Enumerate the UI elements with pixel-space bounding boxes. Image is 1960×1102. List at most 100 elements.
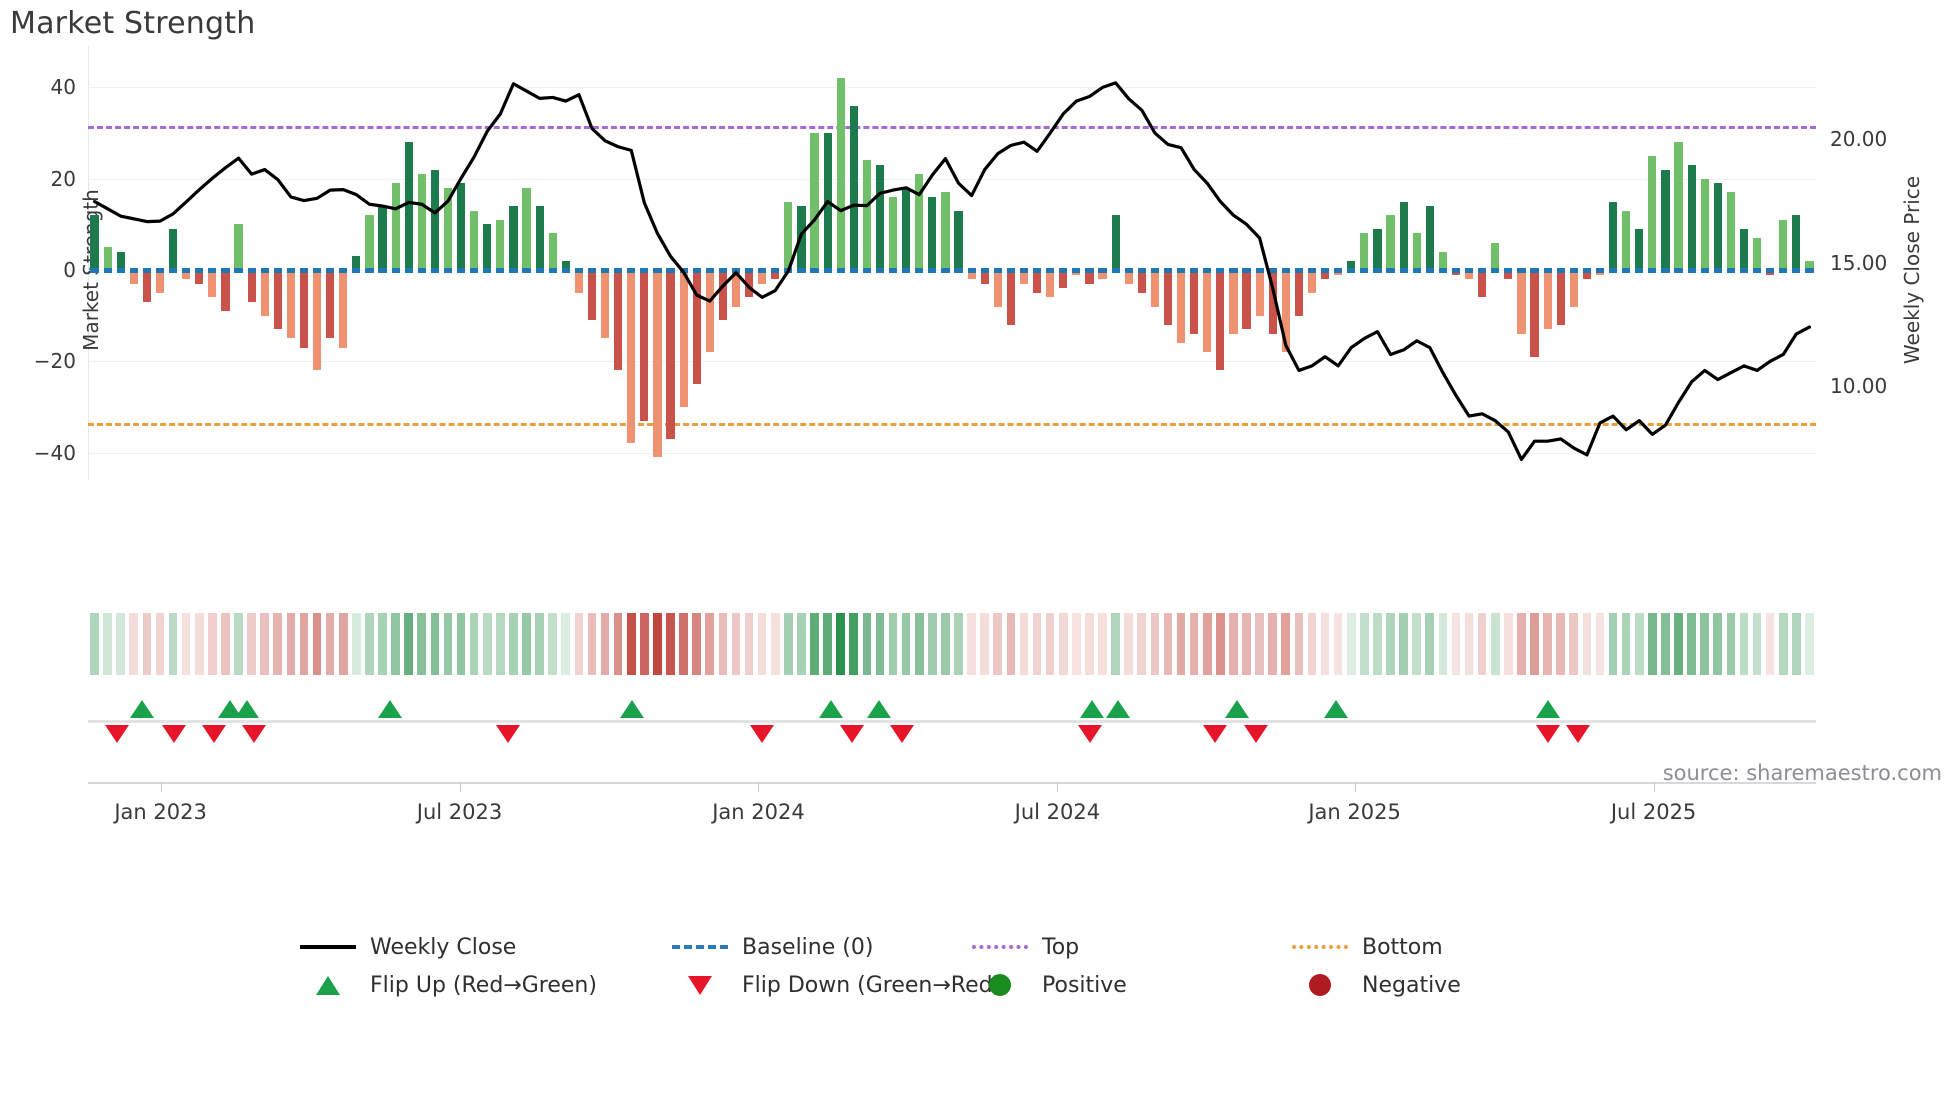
heatmap-cell	[613, 613, 623, 675]
bar	[849, 105, 858, 270]
heatmap-cell	[1621, 613, 1631, 675]
x-tick-mark	[1057, 782, 1059, 792]
flip-up-marker	[378, 700, 403, 718]
heatmap-cell	[1098, 613, 1107, 675]
reference-line-top	[88, 126, 1816, 130]
bar	[129, 270, 138, 284]
baseline-segment	[1294, 267, 1303, 273]
heatmap-cell	[168, 613, 178, 675]
page-title: Market Strength	[10, 6, 256, 41]
baseline-segment	[1203, 267, 1212, 273]
flip-axis-line	[88, 720, 1816, 723]
heatmap-cell	[194, 613, 204, 675]
y-tick-label: −20	[33, 349, 76, 374]
bar	[810, 133, 819, 270]
legend-item-flip-down[interactable]: Flip Down (Green→Red)	[672, 973, 1001, 998]
heatmap-cell	[692, 613, 702, 675]
bar	[627, 270, 636, 444]
baseline-segment	[522, 267, 531, 273]
flip-down-marker	[105, 725, 130, 743]
baseline-segment	[1046, 267, 1055, 273]
bar	[1700, 178, 1709, 270]
heatmap-cell	[548, 613, 558, 675]
legend-item-top[interactable]: Top	[972, 935, 1292, 960]
baseline-segment	[1307, 267, 1317, 273]
bar	[902, 187, 911, 270]
bar	[705, 270, 714, 353]
flip-up-marker	[819, 700, 844, 718]
bar	[653, 270, 662, 458]
baseline-segment	[286, 267, 295, 273]
bar	[745, 270, 754, 298]
baseline-segment	[862, 267, 871, 273]
baseline-segment	[1674, 267, 1683, 273]
heatmap-cell	[234, 613, 243, 675]
baseline-segment	[1085, 267, 1094, 273]
baseline-segment	[234, 267, 243, 273]
baseline-segment	[457, 267, 466, 273]
baseline-segment	[195, 267, 204, 273]
heatmap-cell	[1765, 613, 1775, 675]
bar	[758, 270, 767, 284]
bar	[1582, 270, 1591, 280]
y-axis-spine	[88, 46, 89, 480]
legend-item-positive[interactable]: Positive	[972, 973, 1292, 998]
bar	[103, 247, 112, 270]
flip-up-marker	[1536, 700, 1561, 718]
heatmap-cell	[417, 613, 427, 675]
heatmap-cell	[1687, 613, 1696, 675]
baseline-segment	[1569, 267, 1578, 273]
heatmap-cell	[836, 613, 846, 675]
y2-tick-label: 10.00	[1830, 374, 1888, 399]
source-note: source: sharemaestro.com	[1662, 761, 1942, 785]
baseline-segment	[928, 267, 937, 273]
baseline-segment	[1268, 267, 1277, 273]
heatmap-cell	[731, 613, 741, 675]
heatmap-cell	[116, 613, 126, 675]
baseline-segment	[208, 267, 217, 273]
heatmap-cell	[1255, 613, 1264, 675]
bar	[679, 270, 688, 407]
bar	[352, 256, 361, 270]
bar	[1281, 270, 1290, 353]
baseline-segment	[404, 267, 413, 273]
bar	[1085, 270, 1094, 284]
heatmap-cell	[1726, 613, 1736, 675]
baseline-segment	[1281, 267, 1290, 273]
heatmap-cell	[299, 613, 309, 675]
y-tick-label: −40	[33, 440, 76, 465]
heatmap-cell	[129, 613, 139, 675]
heatmap-cell	[561, 613, 571, 675]
baseline-segment	[365, 267, 374, 273]
bar	[875, 165, 885, 270]
legend-item-flip-up[interactable]: Flip Up (Red→Green)	[300, 973, 672, 998]
bar	[718, 270, 727, 321]
heatmap-cell	[626, 613, 636, 675]
heatmap-cell	[430, 613, 440, 675]
bar	[967, 270, 976, 280]
flip-down-marker	[1244, 725, 1269, 743]
baseline-segment	[1399, 267, 1408, 273]
flip-up-marker	[1225, 700, 1250, 718]
bar	[195, 270, 204, 284]
baseline-segment	[1753, 267, 1762, 273]
baseline-segment	[1530, 267, 1539, 273]
baseline-segment	[771, 267, 780, 273]
heatmap-cell	[208, 613, 217, 675]
bar	[1713, 183, 1722, 270]
heatmap-cell	[1674, 613, 1683, 675]
line-solid-icon	[300, 945, 356, 949]
legend-item-bottom[interactable]: Bottom	[1292, 935, 1592, 960]
heatmap-cell	[967, 613, 976, 675]
heatmap-cell	[469, 613, 479, 675]
legend-item-negative[interactable]: Negative	[1292, 973, 1592, 998]
heatmap-cell	[443, 613, 453, 675]
flip-down-marker	[839, 725, 864, 743]
bar	[286, 270, 295, 339]
heatmap-cell	[1490, 613, 1500, 675]
legend-item-weekly-close[interactable]: Weekly Close	[300, 935, 672, 960]
legend-item-baseline[interactable]: Baseline (0)	[672, 935, 972, 960]
baseline-segment	[967, 267, 976, 273]
baseline-segment	[915, 267, 924, 273]
baseline-segment	[1543, 267, 1552, 273]
